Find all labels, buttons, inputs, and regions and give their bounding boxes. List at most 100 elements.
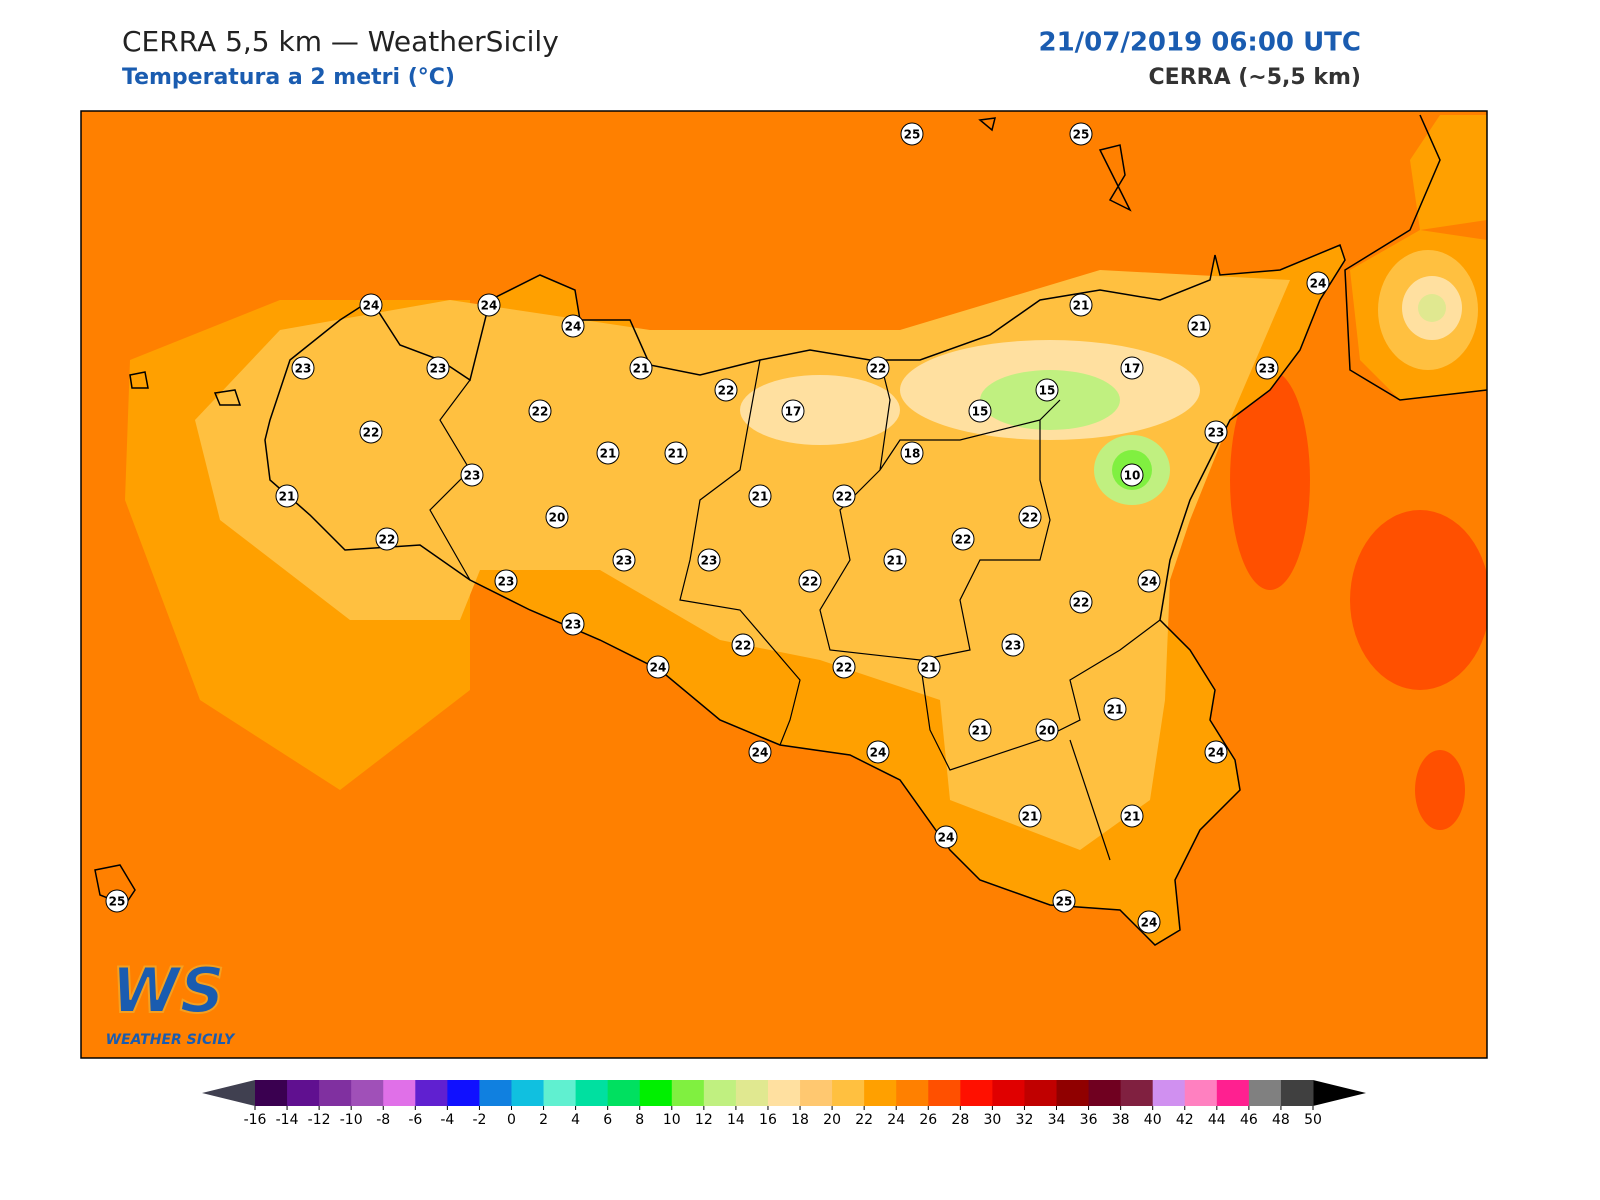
map: [81, 111, 1487, 1058]
colorbar-tick-label: 40: [1144, 1112, 1162, 1128]
station-marker: [798, 569, 822, 593]
station-marker: [528, 399, 552, 423]
station-label: 24: [1208, 746, 1225, 760]
station-marker: [1069, 293, 1093, 317]
colorbar-tick-label: -8: [376, 1112, 390, 1128]
colorbar-bin: [1248, 1080, 1282, 1106]
colorbar-tick-label: 28: [951, 1112, 969, 1128]
station-label: 23: [565, 618, 582, 632]
colorbar-bin: [767, 1080, 801, 1106]
model: CERRA (~5,5 km): [1149, 65, 1361, 90]
station-marker: [1052, 889, 1076, 913]
colorbar-bin: [383, 1080, 416, 1106]
colorbar-tick-label: 50: [1304, 1112, 1322, 1128]
station-label: 25: [1073, 128, 1090, 142]
station-label: 10: [1124, 469, 1141, 483]
station-label: 23: [1259, 362, 1276, 376]
colorbar-bin: [896, 1080, 929, 1106]
colorbar-tick-label: 38: [1112, 1112, 1130, 1128]
colorbar-tick-label: -2: [472, 1112, 486, 1128]
station-marker: [1069, 590, 1093, 614]
station-marker: [545, 505, 569, 529]
station-marker: [359, 293, 383, 317]
station-marker: [781, 399, 805, 423]
colorbar-tick-label: 36: [1080, 1112, 1098, 1128]
station-marker: [968, 399, 992, 423]
station-marker: [664, 441, 688, 465]
colorbar-bin: [287, 1080, 320, 1106]
station-label: 20: [549, 511, 566, 525]
colorbar-bin: [447, 1080, 480, 1106]
warm-area: [1230, 370, 1310, 590]
colorbar-tick-label: 46: [1240, 1112, 1258, 1128]
colorbar-bin: [1280, 1080, 1314, 1106]
station-label: 17: [1124, 362, 1141, 376]
colorbar: -16 -14 -12 -10 -8 -6 -4 -2 0 2 4 6 8 10 12 14 16 18 20 22 2…: [202, 1080, 1366, 1128]
station-marker: [1204, 740, 1228, 764]
station-label: 21: [921, 661, 938, 675]
logo-mark: WS: [111, 954, 224, 1027]
station-label: 21: [887, 554, 904, 568]
colorbar-bin: [703, 1080, 737, 1106]
colorbar-tick-label: 18: [791, 1112, 809, 1128]
station-marker: [1001, 633, 1025, 657]
station-marker: [1103, 697, 1127, 721]
colorbar-tick-label: 2: [539, 1112, 548, 1128]
logo-text: WEATHER SICILY: [106, 1032, 237, 1048]
station-marker: [1187, 314, 1211, 338]
colorbar-bin: [639, 1080, 673, 1106]
colorbar-tick-label: 22: [855, 1112, 873, 1128]
colorbar-tick-label: 8: [635, 1112, 644, 1128]
map-frame: [80, 110, 1488, 1059]
station-marker: [1120, 356, 1144, 380]
colorbar-bin: [1120, 1080, 1154, 1106]
station-marker: [561, 314, 585, 338]
station-label: 21: [1124, 810, 1141, 824]
station-label: 21: [752, 490, 769, 504]
colorbar-bin: [543, 1080, 577, 1106]
station-marker: [1306, 271, 1330, 295]
station-marker: [951, 527, 975, 551]
station-label: 15: [972, 405, 989, 419]
station-label: 24: [363, 299, 380, 313]
datetime: 21/07/2019 06:00 UTC: [1038, 28, 1361, 58]
station-label: 22: [1073, 596, 1090, 610]
colorbar-tick-label: 32: [1016, 1112, 1034, 1128]
station-marker: [1120, 463, 1144, 487]
station-marker: [105, 889, 129, 913]
colorbar-bin: [415, 1080, 448, 1106]
colorbar-tick-label: 4: [571, 1112, 580, 1128]
station-label: 22: [836, 490, 853, 504]
station-label: 24: [481, 299, 498, 313]
station-marker: [1035, 378, 1059, 402]
station-marker: [832, 655, 856, 679]
colorbar-tick-label: 0: [507, 1112, 516, 1128]
station-marker: [1018, 505, 1042, 529]
station-label: 25: [109, 895, 126, 909]
island: [94, 117, 1132, 906]
station-marker: [748, 740, 772, 764]
station-marker: [375, 527, 399, 551]
colorbar-tick-label: 48: [1272, 1112, 1290, 1128]
colorbar-bin: [575, 1080, 609, 1106]
colorbar-bin: [255, 1080, 288, 1106]
colorbar-tick-label: -12: [308, 1112, 331, 1128]
station-label: 24: [752, 746, 769, 760]
colorbar-over: [1313, 1080, 1366, 1106]
station-marker: [697, 548, 721, 572]
colorbar-bin: [864, 1080, 897, 1106]
station-marker: [934, 825, 958, 849]
station-marker: [1137, 569, 1161, 593]
station-marker: [968, 718, 992, 742]
station-marker: [883, 548, 907, 572]
colorbar-tick-label: 30: [983, 1112, 1001, 1128]
station-marker: [1018, 804, 1042, 828]
station-label: 21: [972, 724, 989, 738]
station-label: 24: [870, 746, 887, 760]
station-label: 23: [1005, 639, 1022, 653]
station-marker: [561, 612, 585, 636]
coastline: [1344, 114, 1487, 401]
station-label: 21: [1191, 320, 1208, 334]
station-marker: [1035, 718, 1059, 742]
station-label: 24: [938, 831, 955, 845]
